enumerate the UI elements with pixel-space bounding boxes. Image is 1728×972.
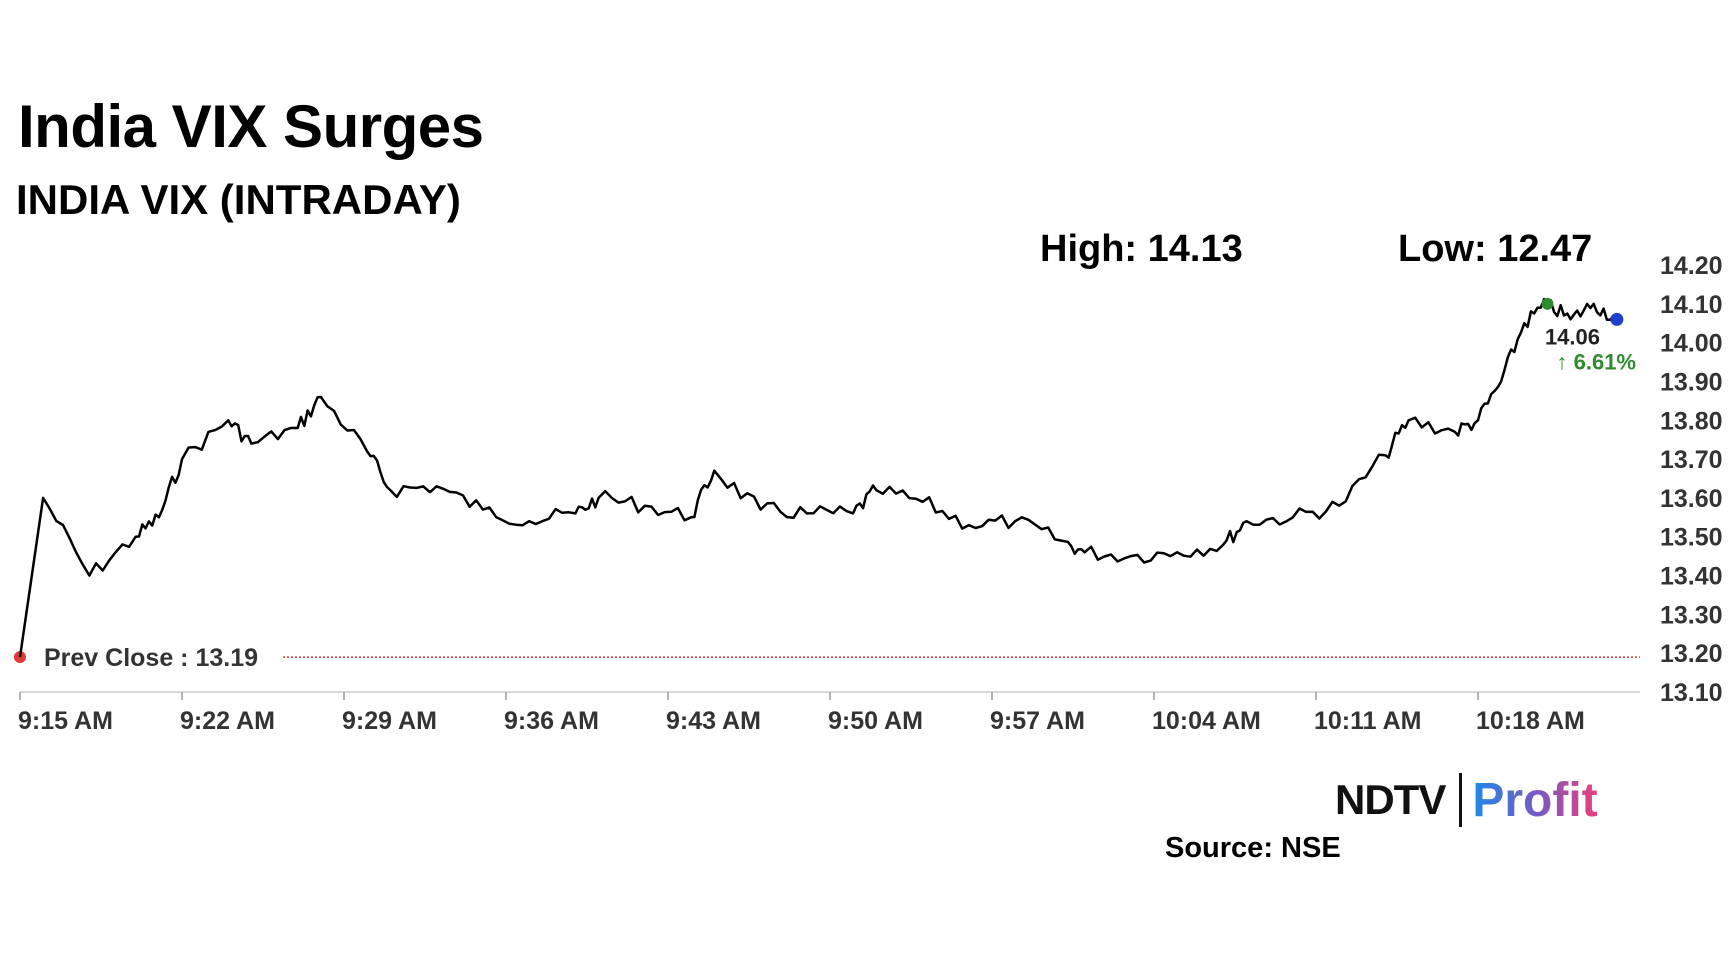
- high-marker: [1541, 297, 1554, 310]
- y-tick-label: 13.90: [1660, 368, 1723, 396]
- y-tick-label: 13.20: [1660, 640, 1723, 668]
- last-value-label: 14.06: [1545, 324, 1600, 349]
- x-tick-label: 10:11 AM: [1314, 707, 1421, 735]
- x-tick-label: 9:36 AM: [504, 707, 599, 735]
- y-tick-label: 13.40: [1660, 563, 1723, 591]
- ndtv-profit-logo: NDTV Profit: [1335, 770, 1598, 830]
- y-tick-label: 13.80: [1660, 407, 1723, 435]
- x-tick-label: 9:43 AM: [666, 707, 761, 735]
- prev-close-label: Prev Close : 13.19: [44, 644, 258, 672]
- chart-subtitle: INDIA VIX (INTRADAY): [16, 176, 461, 223]
- last-value-marker: [1610, 312, 1624, 326]
- y-tick-label: 13.10: [1660, 679, 1723, 707]
- x-tick-label: 9:22 AM: [180, 707, 275, 735]
- x-axis: 9:15 AM 9:22 AM 9:29 AM 9:36 AM 9:43 AM 9:50 …: [18, 691, 1640, 735]
- x-tick-label: 10:04 AM: [1152, 707, 1261, 735]
- high-stat: High: 14.13: [1040, 228, 1243, 270]
- vix-series-line: [18, 297, 1618, 658]
- x-tick-label: 9:15 AM: [18, 707, 113, 735]
- x-tick-label: 9:50 AM: [828, 707, 923, 735]
- logo-divider: [1459, 773, 1463, 827]
- x-tick-label: 9:29 AM: [342, 707, 437, 735]
- logo-profit: Profit: [1472, 773, 1598, 827]
- y-tick-label: 13.50: [1660, 524, 1723, 552]
- y-tick-label: 13.30: [1660, 601, 1723, 629]
- y-tick-label: 13.70: [1660, 446, 1723, 474]
- logo-ndtv: NDTV: [1335, 776, 1446, 823]
- x-tick-label: 9:57 AM: [990, 707, 1085, 735]
- y-tick-label: 13.60: [1660, 485, 1723, 513]
- source-note: Source: NSE: [1165, 832, 1341, 864]
- y-axis: 14.20 14.10 14.00 13.90 13.80 13.70 13.60 13.50…: [1660, 252, 1723, 707]
- y-tick-label: 14.20: [1660, 252, 1723, 280]
- last-change-label: ↑ 6.61%: [1557, 349, 1637, 374]
- low-stat: Low: 12.47: [1398, 228, 1593, 270]
- y-tick-label: 14.00: [1660, 330, 1723, 358]
- chart-title: India VIX Surges: [18, 93, 484, 160]
- y-tick-label: 14.10: [1660, 291, 1723, 319]
- x-tick-label: 10:18 AM: [1476, 707, 1585, 735]
